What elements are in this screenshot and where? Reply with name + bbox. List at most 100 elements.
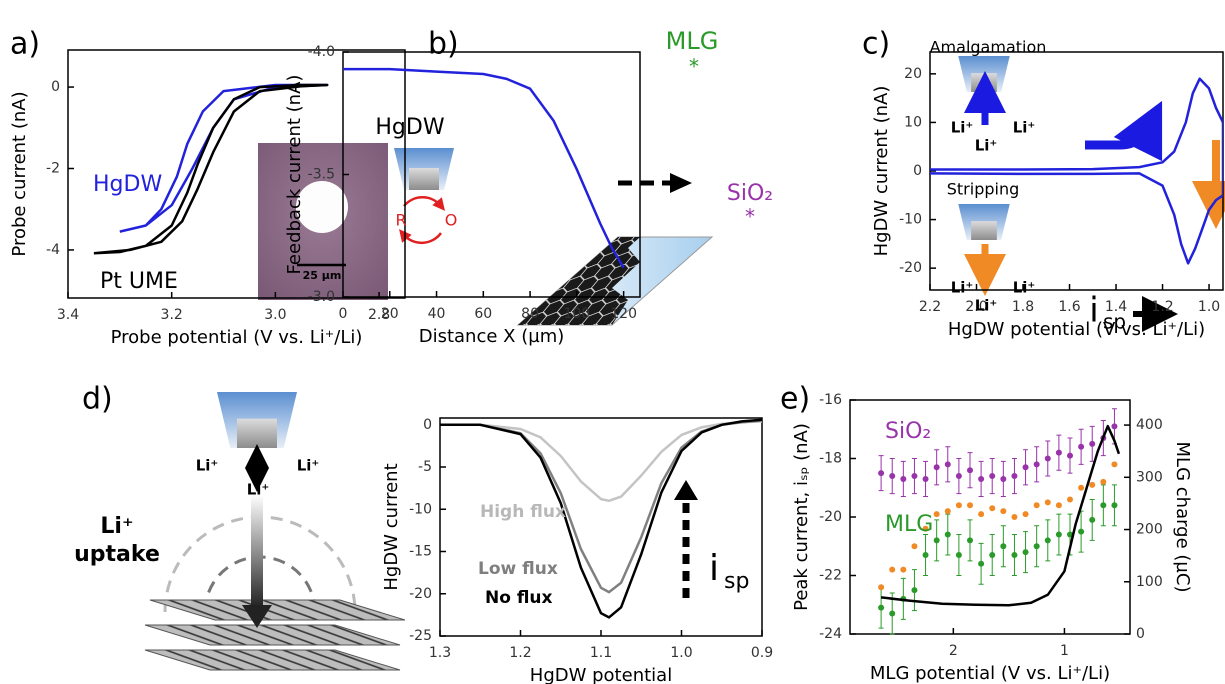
plot-frame bbox=[67, 49, 406, 299]
annotation: MLG bbox=[666, 27, 719, 55]
y-tick-label: -10 bbox=[899, 212, 922, 228]
annotation: Li⁺ bbox=[100, 514, 133, 539]
layer bbox=[144, 649, 401, 671]
y-tick-label: 0 bbox=[423, 417, 432, 433]
x-tick-label: 2.0 bbox=[965, 299, 987, 315]
data-point bbox=[1067, 452, 1073, 459]
x-tick-label: 1.0 bbox=[670, 645, 692, 661]
annotation: Li⁺ bbox=[1013, 119, 1036, 137]
data-point bbox=[1078, 484, 1085, 491]
data-point bbox=[1011, 473, 1018, 480]
annotation: 25 µm bbox=[303, 269, 342, 282]
annotation: Li⁺ bbox=[975, 137, 998, 155]
y2-tick-label: 300 bbox=[1136, 469, 1163, 485]
data-point bbox=[1067, 496, 1073, 503]
annotation: Li⁺ bbox=[247, 481, 270, 499]
data-point bbox=[1033, 502, 1040, 509]
x-axis-label: Distance X (µm) bbox=[419, 326, 565, 347]
y2-tick-label: 0 bbox=[1136, 626, 1145, 642]
redox-arrow bbox=[403, 196, 445, 211]
data-point bbox=[989, 505, 996, 512]
annotation: Stripping bbox=[947, 180, 1020, 199]
y2-axis-label: MLG charge (µC) bbox=[1172, 442, 1193, 593]
graphene bbox=[518, 237, 640, 325]
annotation: Li⁺ bbox=[951, 119, 974, 137]
data-line bbox=[440, 420, 762, 503]
data-point bbox=[1089, 481, 1096, 488]
y-axis-label: Peak current, iₛₚ (nA) bbox=[791, 423, 812, 611]
y-tick-label: -20 bbox=[819, 509, 842, 525]
annotation: SiO₂ bbox=[727, 181, 773, 206]
data-point bbox=[911, 473, 918, 480]
data-point bbox=[944, 508, 951, 515]
annotation: Li⁺ bbox=[1013, 279, 1036, 297]
electrode-disk bbox=[296, 181, 348, 233]
x-tick-label: 2 bbox=[949, 643, 958, 659]
data-point bbox=[900, 475, 907, 482]
data-point bbox=[1044, 537, 1051, 544]
data-point bbox=[889, 473, 896, 480]
x-tick-label: 1.6 bbox=[1058, 299, 1080, 315]
x-tick-label: 1.8 bbox=[1012, 299, 1034, 315]
data-point bbox=[1022, 511, 1029, 518]
layer bbox=[144, 624, 401, 646]
data-point bbox=[1078, 443, 1085, 450]
y-axis-label: Feedback current (nA) bbox=[284, 75, 305, 275]
data-point bbox=[967, 537, 973, 544]
data-point bbox=[1044, 455, 1051, 462]
x-tick-label: 0.9 bbox=[751, 645, 773, 661]
y-tick-label: 0 bbox=[51, 79, 60, 95]
annotation: HgDW bbox=[375, 115, 444, 140]
data-point bbox=[1022, 464, 1029, 471]
x-tick-label: 3.4 bbox=[57, 307, 79, 323]
annotation: Li⁺ bbox=[951, 279, 974, 297]
annotation: sp bbox=[724, 569, 749, 594]
y2-tick-label: 400 bbox=[1136, 417, 1163, 433]
tip bbox=[958, 204, 1010, 240]
y-tick-label: 10 bbox=[904, 114, 922, 130]
x-tick-label: 80 bbox=[521, 306, 539, 322]
data-point bbox=[989, 473, 996, 480]
data-line bbox=[880, 424, 1121, 607]
data-point bbox=[944, 531, 951, 538]
data-point bbox=[900, 566, 907, 573]
panel-label: a) bbox=[10, 27, 40, 62]
data-point bbox=[955, 473, 962, 480]
data-point bbox=[1000, 508, 1007, 515]
data-point bbox=[911, 543, 918, 550]
data-point bbox=[889, 566, 896, 573]
x-tick-label: 2.2 bbox=[919, 299, 941, 315]
panel-label: c) bbox=[862, 27, 890, 62]
data-line bbox=[93, 83, 329, 255]
x-tick-label: 40 bbox=[428, 306, 446, 322]
data-point bbox=[1100, 478, 1107, 485]
tip bbox=[394, 148, 454, 190]
y-tick-label: -16 bbox=[819, 392, 842, 408]
y2-tick-label: 200 bbox=[1136, 522, 1163, 538]
annotation: sp bbox=[1103, 310, 1126, 334]
annotation: Li⁺ bbox=[297, 457, 320, 475]
data-point bbox=[1011, 552, 1018, 559]
uptake-arrow bbox=[251, 495, 263, 607]
data-point bbox=[1055, 502, 1062, 509]
annotation: uptake bbox=[74, 542, 160, 567]
data-point bbox=[878, 470, 885, 477]
series-label: SiO₂ bbox=[885, 419, 931, 444]
x-tick-label: 1.2 bbox=[1151, 299, 1173, 315]
series-label: MLG bbox=[885, 512, 933, 537]
data-line bbox=[440, 418, 762, 619]
series-label: Pt UME bbox=[100, 269, 178, 294]
data-point bbox=[955, 552, 962, 559]
tip bbox=[217, 392, 297, 448]
data-point bbox=[978, 511, 985, 518]
data-point bbox=[889, 610, 896, 617]
data-point bbox=[922, 475, 929, 482]
x-tick-label: 1.0 bbox=[1198, 299, 1220, 315]
series-label: HgDW bbox=[93, 172, 162, 197]
series-label: High flux bbox=[480, 502, 566, 522]
y-tick-label: -3.5 bbox=[308, 167, 335, 183]
data-point bbox=[878, 584, 885, 591]
data-line bbox=[930, 77, 1223, 265]
